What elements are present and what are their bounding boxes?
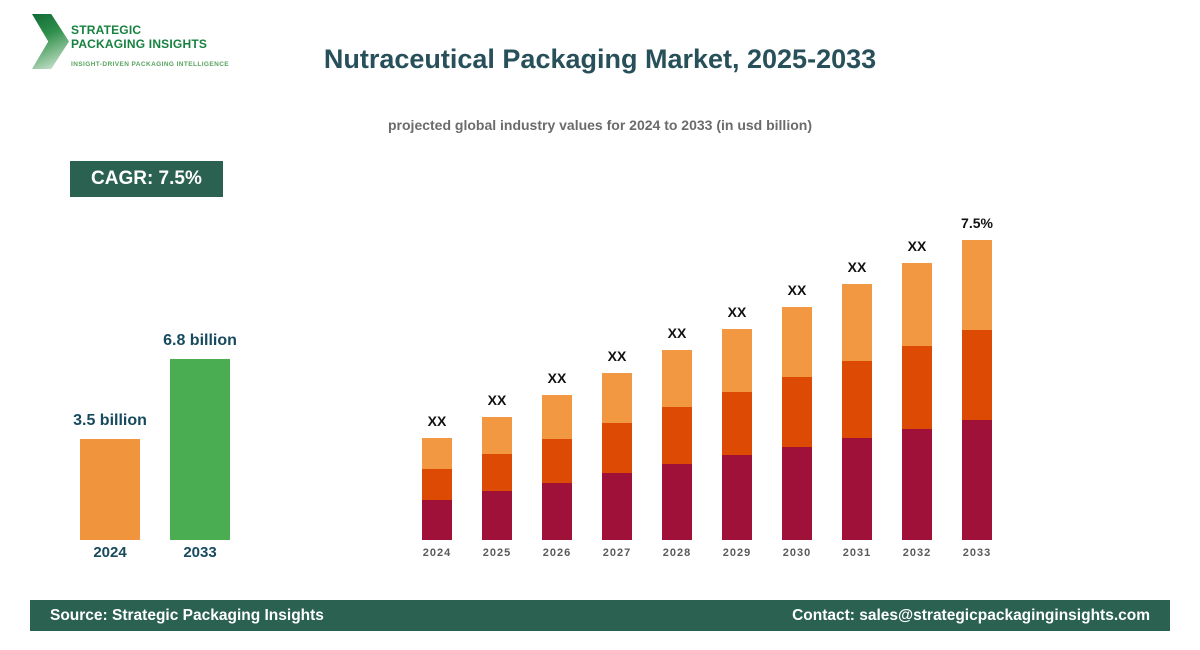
bar-segment-top: [482, 417, 512, 454]
bar-segment-top: [662, 350, 692, 407]
stacked-bar: [902, 263, 932, 540]
bar-segment-bottom: [422, 500, 452, 540]
bar-segment-middle: [842, 361, 872, 438]
year-label: 2029: [722, 547, 752, 559]
summary-bar-column-2024: 3.5 billion 2024: [73, 310, 147, 562]
bar-segment-middle: [662, 407, 692, 464]
bar-segment-middle: [782, 377, 812, 447]
bar-segment-bottom: [842, 438, 872, 540]
stacked-bar-column-2026: XX 2026: [527, 192, 587, 562]
bar-value-label: XX: [667, 325, 687, 341]
cagr-badge: CAGR: 7.5%: [70, 161, 223, 197]
stacked-bar-column-2028: XX 2028: [647, 192, 707, 562]
year-label: 2028: [662, 547, 692, 559]
bar-segment-top: [902, 263, 932, 346]
year-label: 2030: [782, 547, 812, 559]
bar-segment-top: [842, 284, 872, 361]
stacked-bar-column-2033: 7.5% 2033: [947, 192, 1007, 562]
stacked-bar: [962, 240, 992, 540]
bar-value-label: XX: [487, 392, 507, 408]
summary-chart: 3.5 billion 2024 6.8 billion 2033: [60, 310, 280, 562]
year-label: 2032: [902, 547, 932, 559]
bar-segment-top: [782, 307, 812, 377]
bar-segment-bottom: [482, 491, 512, 540]
bar-segment-middle: [722, 392, 752, 455]
bar-segment-middle: [902, 346, 932, 429]
bar-value-label: XX: [607, 348, 627, 364]
bar-value-label: 7.5%: [961, 215, 993, 231]
stacked-bar-column-2032: XX 2032: [887, 192, 947, 562]
bar-segment-top: [722, 329, 752, 392]
stacked-bar: [722, 329, 752, 540]
brand-tagline: INSIGHT-DRIVEN PACKAGING INTELLIGENCE: [71, 61, 230, 68]
stacked-bar: [602, 373, 632, 540]
bar-segment-top: [602, 373, 632, 423]
stacked-bar-column-2030: XX 2030: [767, 192, 827, 562]
footer-bar: Source: Strategic Packaging Insights Con…: [30, 600, 1170, 631]
summary-year-label: 2033: [183, 544, 217, 561]
summary-value-label: 6.8 billion: [163, 332, 237, 349]
year-label: 2024: [422, 547, 452, 559]
summary-bar: [80, 439, 140, 540]
bar-segment-middle: [602, 423, 632, 473]
bar-value-label: XX: [547, 370, 567, 386]
year-label: 2027: [602, 547, 632, 559]
bar-segment-middle: [482, 454, 512, 491]
bar-value-label: XX: [727, 304, 747, 320]
stacked-bar-column-2031: XX 2031: [827, 192, 887, 562]
stacked-bar: [662, 350, 692, 540]
bar-segment-bottom: [602, 473, 632, 540]
bar-value-label: XX: [847, 259, 867, 275]
summary-year-label: 2024: [93, 544, 127, 561]
brand-name-line1: STRATEGIC: [71, 23, 142, 37]
summary-bar-column-2033: 6.8 billion 2033: [163, 310, 237, 562]
stacked-bar-column-2029: XX 2029: [707, 192, 767, 562]
stacked-bar-column-2025: XX 2025: [467, 192, 527, 562]
bar-segment-bottom: [542, 483, 572, 540]
stacked-bar: [482, 417, 512, 540]
bar-segment-bottom: [782, 447, 812, 540]
summary-value-label: 3.5 billion: [73, 412, 147, 429]
bar-segment-top: [962, 240, 992, 330]
footer-source: Source: Strategic Packaging Insights: [50, 606, 324, 624]
bar-segment-middle: [422, 469, 452, 500]
page-subtitle: projected global industry values for 202…: [388, 117, 812, 133]
summary-bar: [170, 359, 230, 540]
bar-value-label: XX: [907, 238, 927, 254]
bar-segment-bottom: [962, 420, 992, 540]
stacked-bar: [422, 438, 452, 540]
stacked-bar: [782, 307, 812, 540]
bar-segment-bottom: [902, 429, 932, 540]
bar-segment-bottom: [662, 464, 692, 540]
year-label: 2026: [542, 547, 572, 559]
bar-segment-middle: [962, 330, 992, 420]
bar-segment-top: [542, 395, 572, 439]
brand-name-line2: PACKAGING INSIGHTS: [71, 37, 208, 51]
stacked-bar-column-2027: XX 2027: [587, 192, 647, 562]
bar-segment-bottom: [722, 455, 752, 540]
year-label: 2033: [962, 547, 992, 559]
bar-value-label: XX: [787, 282, 807, 298]
stacked-bar: [542, 395, 572, 540]
stacked-bar: [842, 284, 872, 540]
bar-value-label: XX: [427, 413, 447, 429]
stacked-projection-chart: XX 2024 XX 2025 XX 2026 XX 2027 XX 2028 XX 2029 XX 20…: [407, 192, 1007, 562]
bar-segment-middle: [542, 439, 572, 483]
year-label: 2025: [482, 547, 512, 559]
page-title: Nutraceutical Packaging Market, 2025-203…: [323, 44, 877, 74]
year-label: 2031: [842, 547, 872, 559]
stacked-bar-column-2024: XX 2024: [407, 192, 467, 562]
bar-segment-top: [422, 438, 452, 469]
footer-contact: Contact: sales@strategicpackaginginsight…: [792, 606, 1150, 624]
